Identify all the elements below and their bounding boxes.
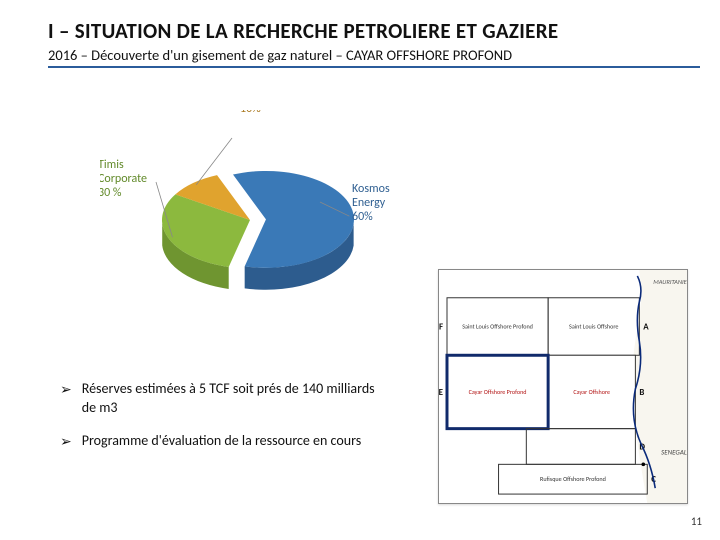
map-city-dot: [642, 463, 646, 467]
page-number: 11: [691, 515, 702, 528]
bullet-arrow-icon: ➢: [60, 381, 72, 400]
map-zone-label: Cayar Offshore: [573, 388, 610, 396]
pie-slice-label: TimisCorporate30 %: [100, 158, 147, 200]
map-zone-letter: F: [439, 322, 443, 332]
map-label-senegal: SENEGAL: [661, 447, 687, 456]
pie-slice-label: KosmosEnergy60%: [352, 182, 390, 224]
slide-title: I – SITUATION DE LA RECHERCHE PETROLIERE…: [48, 18, 700, 44]
bullet-text: Programme d'évaluation de la ressource e…: [82, 432, 361, 451]
map-zone-label: Cayar Offshore Profond: [469, 388, 527, 396]
map-zone-rect: [526, 429, 635, 465]
bullet-text: Réserves estimées à 5 TCF soit prés de 1…: [82, 380, 380, 418]
map-svg: MAURITANIE Saint Louis Offshore Profond F S…: [439, 270, 687, 503]
map-zone-label: Saint Louis Offshore Profond: [462, 322, 533, 330]
map-zone-letter: A: [643, 322, 649, 332]
map-zone-label: Saint Louis Offshore: [569, 322, 618, 330]
bullet-arrow-icon: ➢: [60, 433, 72, 452]
bullet-item: ➢ Programme d'évaluation de la ressource…: [60, 432, 380, 452]
map-zone-letter: E: [439, 388, 444, 398]
map-zone-letter: B: [639, 388, 644, 398]
map-label-mauritanie: MAURITANIE: [653, 278, 687, 286]
ownership-pie-chart: KosmosEnergy60% TimisCorporate30 % PETROSE…: [100, 110, 400, 350]
bullet-item: ➢ Réserves estimées à 5 TCF soit prés de…: [60, 380, 380, 418]
pie-svg: KosmosEnergy60% TimisCorporate30 % PETROSE…: [100, 110, 400, 350]
pie-slice-label: PETROSEN10%: [240, 110, 291, 116]
bullet-list: ➢ Réserves estimées à 5 TCF soit prés de…: [60, 380, 380, 466]
map-zone-label: Rufisque Offshore Profond: [540, 475, 606, 483]
offshore-blocks-map: MAURITANIE Saint Louis Offshore Profond F S…: [438, 269, 688, 504]
slide-header: I – SITUATION DE LA RECHERCHE PETROLIERE…: [48, 18, 700, 68]
slide-subtitle: 2016 – Découverte d'un gisement de gaz n…: [48, 46, 700, 64]
map-landmass: [632, 270, 687, 503]
